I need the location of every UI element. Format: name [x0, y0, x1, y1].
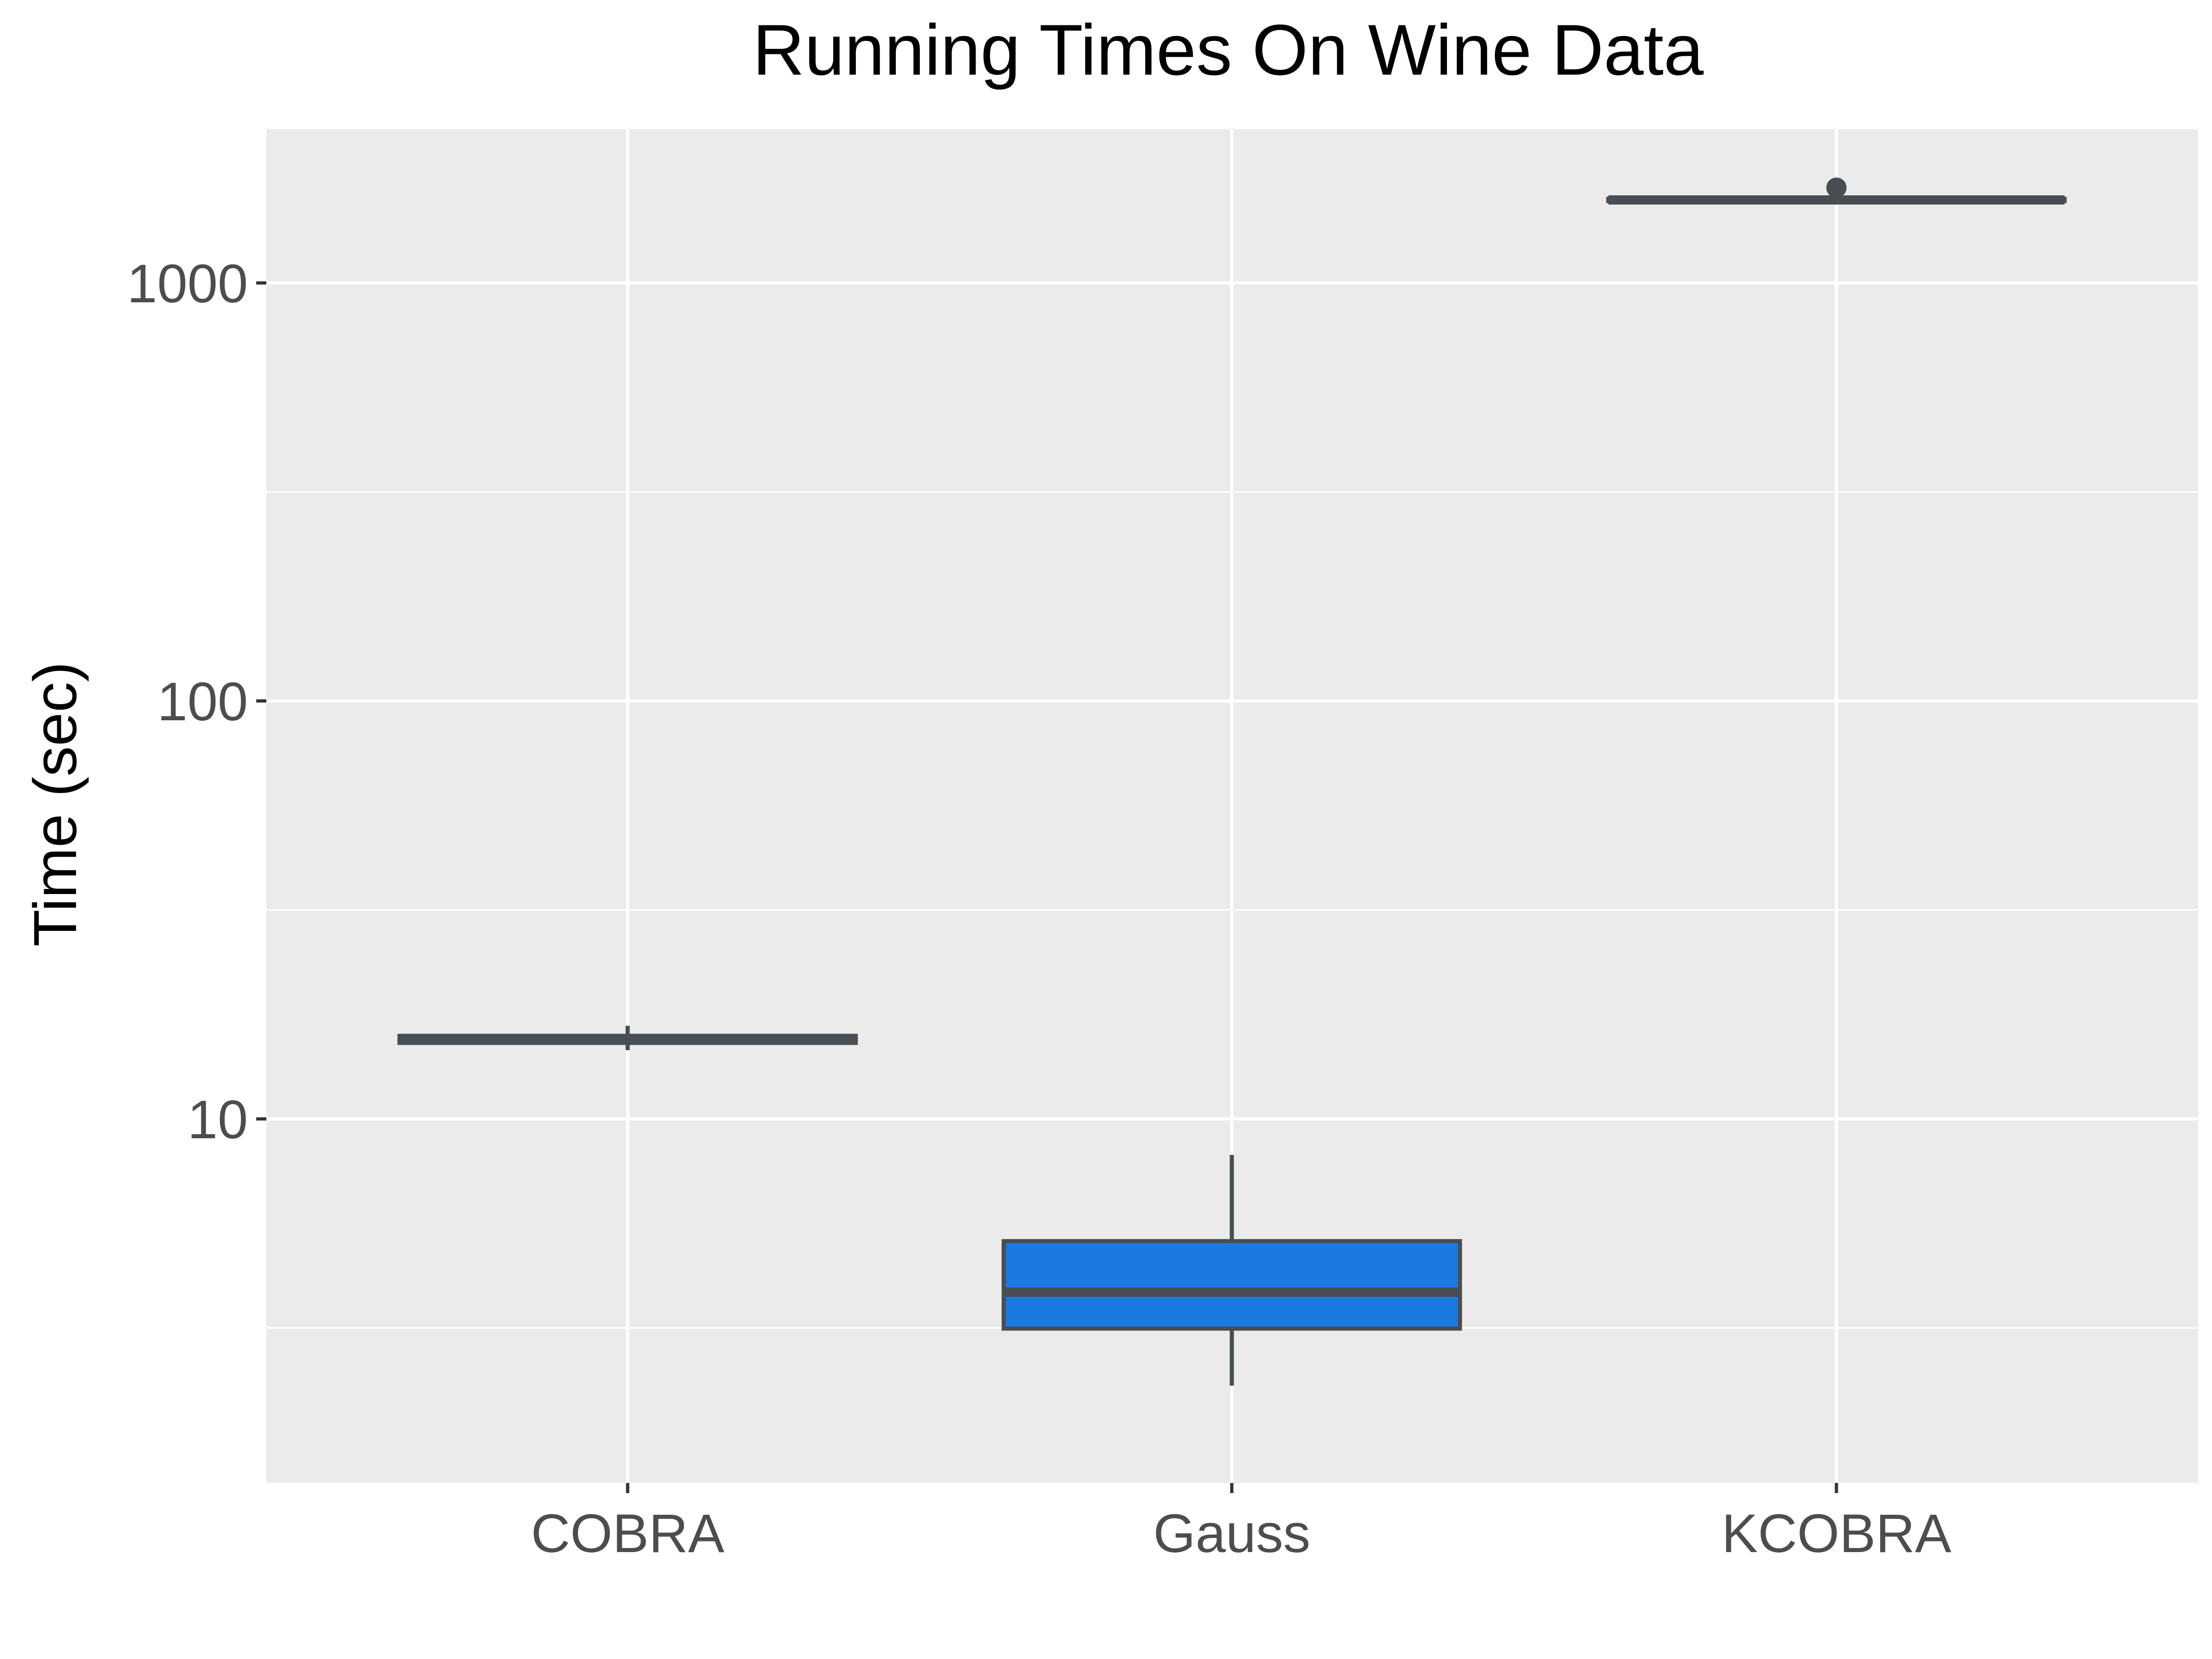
x-tick-label: Gauss: [1153, 1503, 1310, 1564]
y-tick-label: 1000: [127, 253, 248, 314]
boxes-layer: [397, 177, 2067, 1386]
y-tick-label: 10: [188, 1089, 248, 1150]
box-kcobra: [1606, 177, 2067, 205]
x-axis: COBRA Gauss KCOBRA: [531, 1483, 1951, 1564]
x-tick-label: COBRA: [531, 1503, 724, 1564]
y-axis-title: Time (sec): [21, 662, 89, 947]
box-gauss: [1001, 1155, 1462, 1386]
major-gridlines: [266, 129, 2198, 1483]
box-iqr: [1001, 1239, 1462, 1331]
y-tick-label: 100: [157, 671, 248, 732]
chart-title: Running Times On Wine Data: [753, 10, 1704, 90]
outlier-point: [1826, 177, 1847, 198]
y-axis: 10 100 1000: [127, 253, 266, 1150]
x-tick-label: KCOBRA: [1722, 1503, 1952, 1564]
box-cobra: [397, 1025, 858, 1050]
